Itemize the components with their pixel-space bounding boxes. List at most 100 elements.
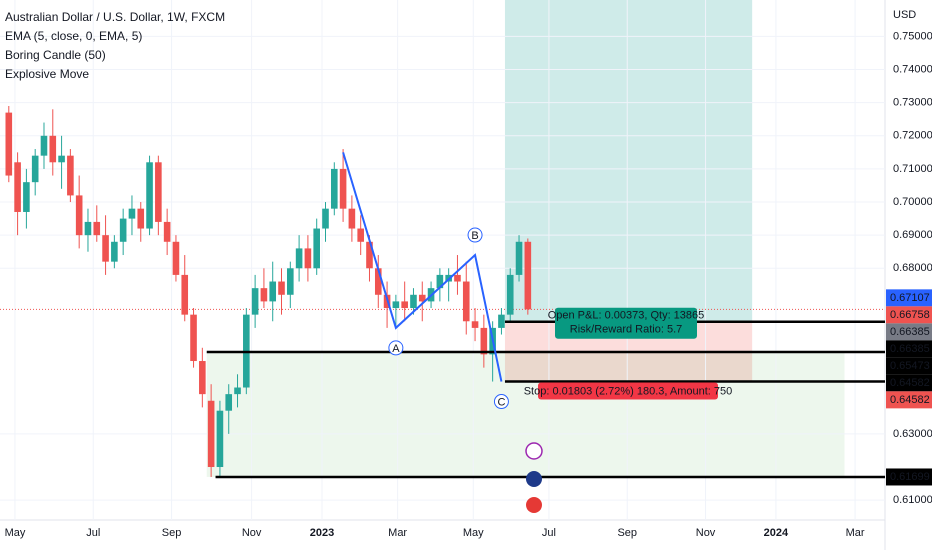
pattern-point bbox=[493, 394, 509, 410]
price-badge bbox=[886, 340, 932, 358]
y-tick-label: 0.72000 bbox=[893, 130, 932, 142]
indicator: Boring Candle (50) bbox=[5, 48, 106, 62]
candle-body bbox=[418, 294, 426, 302]
price-badge-label: 0.66758 bbox=[890, 309, 930, 321]
plot bbox=[0, 0, 885, 520]
candle-body bbox=[5, 112, 13, 176]
candle-body bbox=[506, 274, 514, 315]
pattern-label: C bbox=[497, 396, 505, 408]
candle-body bbox=[260, 288, 268, 302]
y-tick-label: 0.61000 bbox=[893, 494, 932, 506]
candle-body bbox=[190, 314, 197, 362]
candle-body bbox=[304, 248, 312, 269]
y-tick-label: 0.68000 bbox=[893, 262, 932, 274]
x-tick-label: 2023 bbox=[310, 527, 334, 539]
indicator: Explosive Move bbox=[5, 67, 89, 81]
candle-body bbox=[155, 162, 162, 222]
candle-body bbox=[119, 218, 127, 242]
candle-body bbox=[146, 162, 153, 229]
candle-body bbox=[207, 400, 215, 468]
candle-body bbox=[251, 288, 259, 315]
y-tick-label: 0.69000 bbox=[893, 229, 932, 241]
chart-title: Australian Dollar / U.S. Dollar, 1W, FXC… bbox=[5, 10, 225, 24]
price-badge-label: 0.66385 bbox=[890, 326, 930, 338]
candle-body bbox=[163, 221, 171, 242]
candle-body bbox=[49, 135, 57, 163]
candle-body bbox=[278, 281, 285, 295]
candle-body bbox=[339, 168, 347, 209]
x-tick-label: 2024 bbox=[764, 527, 789, 539]
candle-body bbox=[111, 241, 118, 262]
price-badge-label: 0.61699 bbox=[890, 471, 930, 483]
y-tick-label: 0.74000 bbox=[893, 63, 932, 75]
price-badge bbox=[886, 357, 932, 375]
candle-body bbox=[199, 361, 206, 395]
price-badge bbox=[886, 468, 932, 486]
candle-body bbox=[480, 327, 488, 355]
price-badge bbox=[886, 323, 932, 341]
candle-body bbox=[31, 155, 39, 183]
candle-body bbox=[515, 241, 523, 275]
x-tick-label: Nov bbox=[696, 527, 716, 539]
indicator: EMA (5, close, 0, EMA, 5) bbox=[5, 29, 142, 43]
candle-body bbox=[410, 294, 417, 309]
profit-label: Open P&L: 0.00373, Qty: 13865 bbox=[548, 310, 705, 322]
event-icon bbox=[525, 442, 543, 460]
x-tick-label: Sep bbox=[162, 527, 182, 539]
y-tick-label: 0.73000 bbox=[893, 97, 932, 109]
x-tick-label: Mar bbox=[388, 527, 407, 539]
x-tick-label: Nov bbox=[242, 527, 262, 539]
candle-body bbox=[295, 248, 303, 269]
candle-body bbox=[40, 135, 48, 156]
price-badge bbox=[886, 374, 932, 392]
demand-zone bbox=[206, 351, 845, 477]
candle-body bbox=[287, 268, 294, 295]
candle-body bbox=[84, 221, 92, 236]
price-badge-label: 0.67107 bbox=[890, 292, 930, 304]
currency: USD bbox=[893, 9, 916, 21]
candle-body bbox=[498, 314, 505, 328]
candle-body bbox=[181, 274, 189, 315]
candle-body bbox=[401, 301, 408, 309]
candle-body bbox=[436, 274, 444, 289]
candle-body bbox=[75, 195, 83, 236]
candle-body bbox=[330, 168, 338, 209]
candle-body bbox=[524, 241, 532, 310]
candle-body bbox=[216, 410, 224, 468]
candle-body bbox=[67, 155, 74, 196]
candle-body bbox=[471, 321, 479, 328]
candle-body bbox=[454, 274, 461, 282]
candle-body bbox=[102, 235, 109, 262]
candle-body bbox=[269, 281, 277, 302]
candle-body bbox=[14, 162, 21, 212]
candle-body bbox=[93, 221, 101, 236]
candle-body bbox=[313, 228, 320, 269]
candle-body bbox=[366, 241, 373, 269]
y-tick-label: 0.71000 bbox=[893, 163, 932, 175]
candle-body bbox=[172, 241, 180, 275]
candle-body bbox=[357, 228, 364, 242]
candle-body bbox=[128, 208, 136, 219]
y-tick-label: 0.75000 bbox=[893, 30, 932, 42]
pattern-point bbox=[388, 340, 404, 356]
candle-body bbox=[392, 301, 400, 309]
target-zone bbox=[504, 0, 753, 322]
x-tick-label: Jul bbox=[542, 527, 556, 539]
x-tick-label: Sep bbox=[617, 527, 637, 539]
y-tick-label: 0.63000 bbox=[893, 428, 932, 440]
ratio-label: Risk/Reward Ratio: 5.7 bbox=[570, 324, 683, 336]
candle-body bbox=[234, 387, 241, 395]
candle-body bbox=[462, 281, 470, 322]
candle-body bbox=[225, 394, 233, 411]
candle-body bbox=[322, 208, 329, 229]
price-badge-label: 0.66385 bbox=[890, 343, 930, 355]
x-tick-label: May bbox=[463, 527, 484, 539]
stop-label: Stop: 0.01803 (2.72%) 180.3, Amount: 750 bbox=[524, 385, 733, 397]
y-tick-label: 0.70000 bbox=[893, 196, 932, 208]
pattern-line bbox=[342, 152, 503, 382]
x-tick-label: Mar bbox=[846, 527, 865, 539]
event-icon bbox=[526, 497, 542, 513]
pattern-label: B bbox=[471, 230, 478, 242]
price-badge-label: 0.65473 bbox=[890, 360, 930, 372]
